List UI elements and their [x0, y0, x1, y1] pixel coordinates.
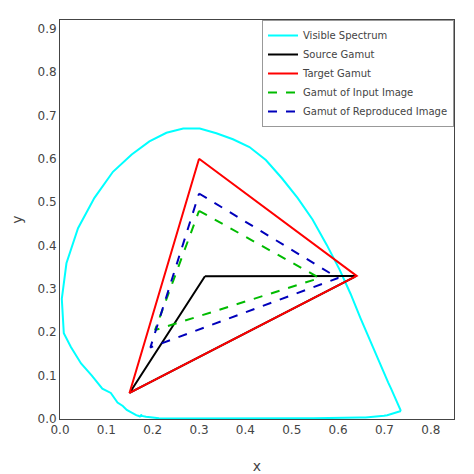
svg-text:Target Gamut: Target Gamut [302, 68, 371, 79]
svg-text:Visible Spectrum: Visible Spectrum [303, 30, 387, 41]
svg-text:0.8: 0.8 [421, 423, 440, 437]
svg-text:Gamut of Input Image: Gamut of Input Image [303, 87, 413, 98]
svg-text:0.0: 0.0 [50, 423, 69, 437]
svg-text:x: x [253, 458, 261, 474]
svg-text:0.2: 0.2 [38, 325, 57, 339]
svg-text:y: y [9, 215, 25, 223]
svg-text:0.4: 0.4 [236, 423, 255, 437]
svg-text:0.7: 0.7 [38, 109, 57, 123]
svg-text:0.0: 0.0 [38, 412, 57, 426]
svg-text:0.5: 0.5 [38, 195, 57, 209]
svg-text:0.1: 0.1 [38, 369, 57, 383]
svg-text:0.3: 0.3 [190, 423, 209, 437]
svg-text:0.5: 0.5 [282, 423, 301, 437]
svg-text:0.4: 0.4 [38, 239, 57, 253]
svg-text:0.2: 0.2 [143, 423, 162, 437]
svg-text:0.6: 0.6 [38, 152, 57, 166]
svg-text:0.8: 0.8 [38, 65, 57, 79]
svg-text:0.9: 0.9 [38, 22, 57, 36]
svg-text:0.6: 0.6 [329, 423, 348, 437]
svg-text:0.1: 0.1 [97, 423, 116, 437]
svg-text:0.7: 0.7 [375, 423, 394, 437]
svg-text:Source Gamut: Source Gamut [303, 49, 374, 60]
svg-text:Gamut of Reproduced Image: Gamut of Reproduced Image [303, 106, 447, 117]
svg-text:0.3: 0.3 [38, 282, 57, 296]
